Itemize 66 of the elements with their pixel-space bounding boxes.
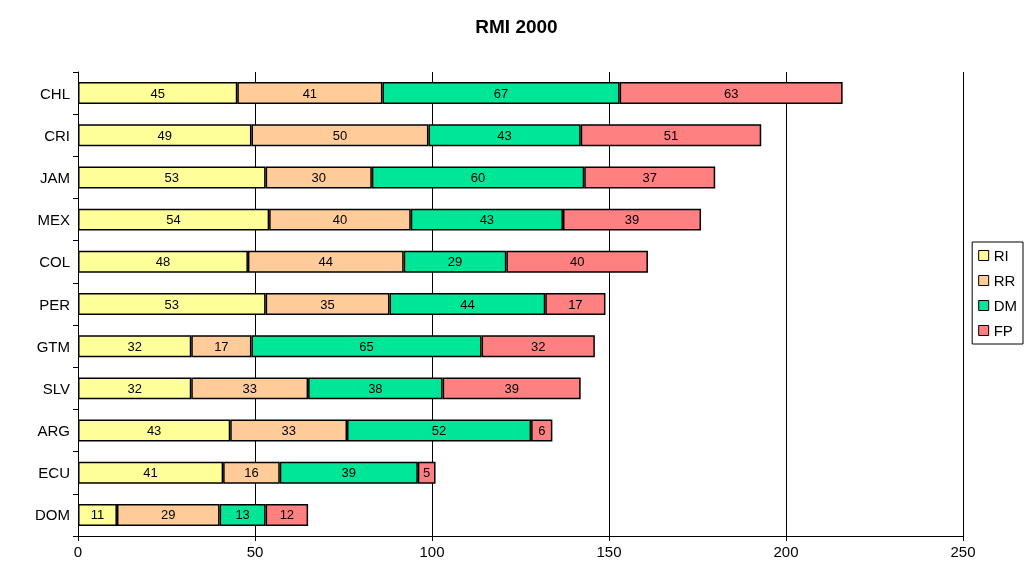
data-label: 60 <box>470 169 486 185</box>
data-label: 39 <box>504 380 519 396</box>
chart-title: RMI 2000 <box>475 16 558 37</box>
data-label: 5 <box>423 465 431 481</box>
x-tick-label: 150 <box>596 543 622 560</box>
data-label: 30 <box>311 169 326 185</box>
data-label: 41 <box>302 85 318 101</box>
data-label: 40 <box>569 254 585 270</box>
y-tick-label: ECU <box>38 464 70 482</box>
legend-label: RR <box>993 272 1016 289</box>
y-tick-label: ARG <box>37 422 70 440</box>
data-label: 50 <box>332 127 348 143</box>
legend-label: DM <box>993 297 1017 314</box>
y-tick-label: SLV <box>42 379 70 397</box>
x-tick-label: 50 <box>246 543 264 560</box>
data-label: 53 <box>164 169 180 185</box>
data-label: 38 <box>368 380 383 396</box>
data-label: 33 <box>281 423 296 439</box>
data-label: 32 <box>127 380 142 396</box>
data-label: 43 <box>479 212 495 228</box>
y-tick-label: PER <box>39 295 71 313</box>
data-label: 40 <box>332 212 348 228</box>
data-label: 35 <box>320 296 335 312</box>
y-tick-label: MEX <box>37 211 70 229</box>
y-tick-label: CRI <box>44 126 70 144</box>
data-label: 11 <box>90 507 105 523</box>
data-label: 49 <box>157 127 172 143</box>
data-label: 39 <box>624 212 640 228</box>
x-tick-label: 250 <box>950 543 976 560</box>
data-label: 17 <box>568 296 583 312</box>
data-label: 39 <box>341 465 357 481</box>
data-label: 41 <box>143 465 158 481</box>
y-tick-label: CHL <box>39 84 70 102</box>
data-label: 43 <box>146 423 162 439</box>
data-label: 43 <box>497 127 512 143</box>
data-label: 44 <box>460 296 475 312</box>
data-label: 65 <box>359 338 374 354</box>
legend-label: RI <box>993 247 1009 264</box>
data-label: 63 <box>723 85 739 101</box>
data-label: 29 <box>161 507 176 523</box>
data-label: 67 <box>493 85 509 101</box>
x-tick-label: 200 <box>773 543 799 560</box>
data-label: 52 <box>431 423 447 439</box>
data-label: 29 <box>447 254 463 270</box>
data-label: 13 <box>235 507 250 523</box>
data-label: 44 <box>318 254 334 270</box>
data-label: 32 <box>530 338 546 354</box>
data-label: 51 <box>663 127 679 143</box>
x-tick-label: 0 <box>73 543 83 560</box>
data-label: 48 <box>155 254 171 270</box>
x-tick-label: 100 <box>419 543 445 560</box>
data-label: 54 <box>166 212 181 228</box>
data-label: 45 <box>150 85 165 101</box>
legend-label: FP <box>993 322 1013 339</box>
data-label: 6 <box>538 423 546 439</box>
y-tick-label: COL <box>39 253 70 271</box>
data-label: 32 <box>127 338 142 354</box>
data-label: 53 <box>164 296 180 312</box>
y-tick-label: DOM <box>35 506 70 524</box>
data-label: 37 <box>642 169 657 185</box>
data-label: 33 <box>242 380 257 396</box>
data-label: 16 <box>244 465 259 481</box>
y-tick-label: GTM <box>36 337 70 355</box>
data-label: 17 <box>214 338 229 354</box>
y-tick-label: JAM <box>40 168 70 186</box>
data-label: 12 <box>279 507 295 523</box>
